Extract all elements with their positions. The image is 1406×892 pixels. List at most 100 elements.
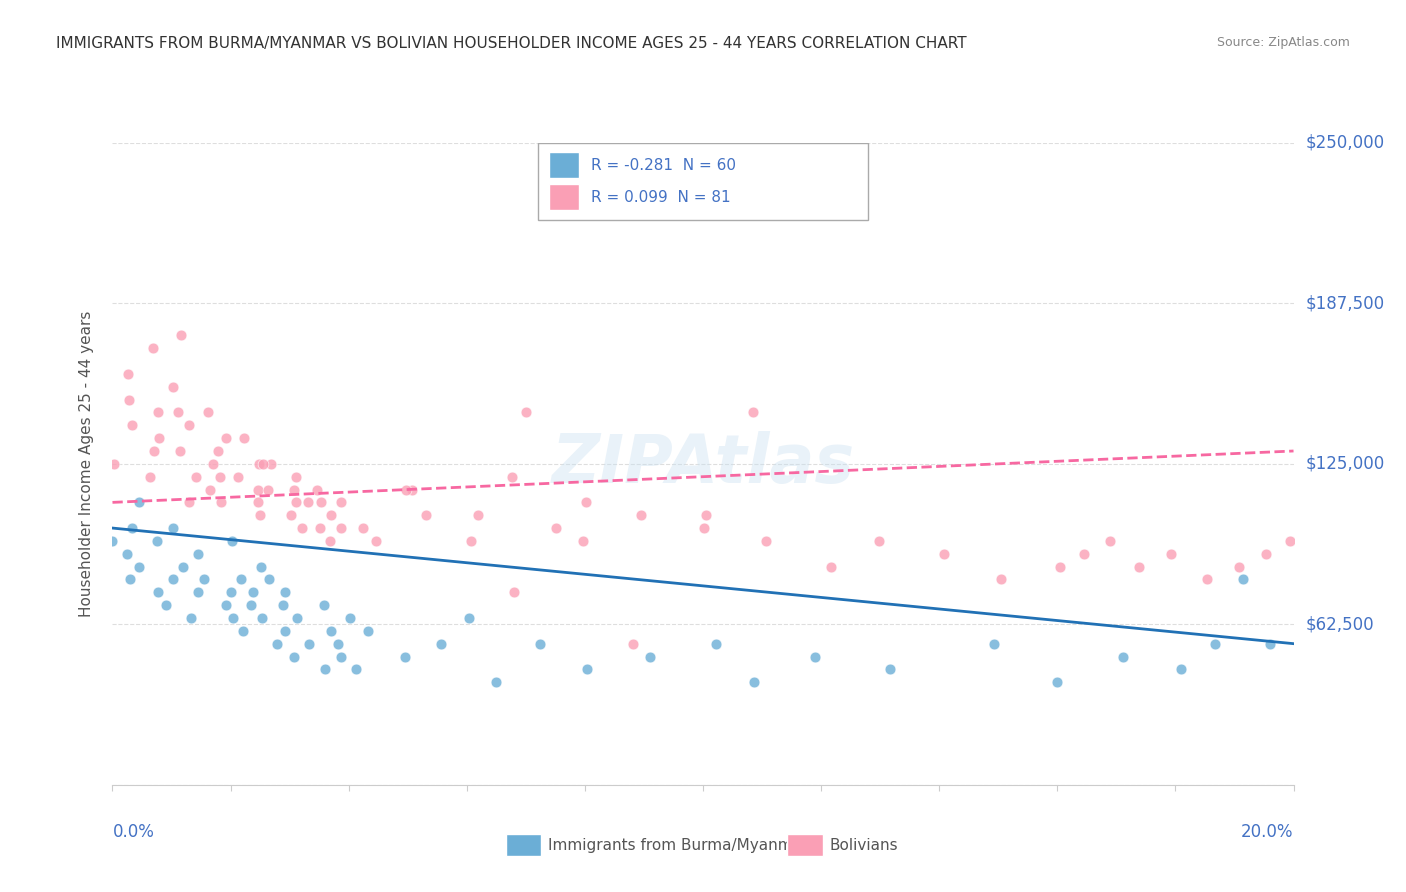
Immigrants from Burma/Myanmar — [457, 611, 479, 625]
Immigrants from Burma/Myanmar — [339, 611, 361, 625]
Immigrants from Burma/Myanmar — [101, 533, 124, 548]
Bar — [550, 185, 579, 211]
Immigrants from Burma/Myanmar — [485, 675, 508, 690]
Bolivians — [285, 495, 308, 509]
Bolivians — [200, 483, 222, 497]
Text: $62,500: $62,500 — [1305, 615, 1374, 633]
Bolivians — [177, 495, 200, 509]
Bolivians — [575, 495, 598, 509]
Bolivians — [280, 508, 302, 523]
Immigrants from Burma/Myanmar — [283, 649, 305, 664]
Bolivians — [1396, 533, 1406, 548]
Immigrants from Burma/Myanmar — [128, 559, 150, 574]
Immigrants from Burma/Myanmar — [274, 585, 297, 599]
Bolivians — [143, 444, 166, 458]
Immigrants from Burma/Myanmar — [429, 637, 451, 651]
Bolivians — [260, 457, 283, 471]
Bolivians — [139, 469, 162, 483]
Bolivians — [1128, 559, 1150, 574]
Bolivians — [1099, 533, 1122, 548]
Immigrants from Burma/Myanmar — [187, 585, 209, 599]
Immigrants from Burma/Myanmar — [312, 598, 335, 612]
Bolivians — [249, 508, 271, 523]
Bolivians — [209, 495, 232, 509]
Bolivians — [307, 483, 329, 497]
Bolivians — [868, 533, 890, 548]
Bolivians — [502, 585, 524, 599]
Immigrants from Burma/Myanmar — [329, 649, 352, 664]
Immigrants from Burma/Myanmar — [271, 598, 294, 612]
Immigrants from Burma/Myanmar — [240, 598, 263, 612]
Bolivians — [501, 469, 523, 483]
Immigrants from Burma/Myanmar — [232, 624, 254, 638]
Text: Bolivians: Bolivians — [830, 838, 898, 853]
Bolivians — [309, 521, 332, 535]
Bolivians — [755, 533, 778, 548]
Bar — [537, 143, 869, 219]
Text: R = -0.281  N = 60: R = -0.281 N = 60 — [591, 158, 735, 173]
Bolivians — [395, 483, 418, 497]
Bolivians — [820, 559, 842, 574]
Text: Immigrants from Burma/Myanmar: Immigrants from Burma/Myanmar — [548, 838, 808, 853]
Immigrants from Burma/Myanmar — [266, 637, 288, 651]
Immigrants from Burma/Myanmar — [120, 573, 142, 587]
Immigrants from Burma/Myanmar — [250, 559, 273, 574]
Immigrants from Burma/Myanmar — [187, 547, 209, 561]
Bolivians — [321, 508, 343, 523]
Immigrants from Burma/Myanmar — [879, 662, 901, 676]
Bolivians — [297, 495, 319, 509]
Bolivians — [460, 533, 482, 548]
Bolivians — [169, 444, 191, 458]
Bolivians — [401, 483, 423, 497]
Immigrants from Burma/Myanmar — [221, 533, 243, 548]
Immigrants from Burma/Myanmar — [146, 585, 169, 599]
Bolivians — [1227, 559, 1250, 574]
Immigrants from Burma/Myanmar — [326, 637, 349, 651]
Bolivians — [352, 521, 374, 535]
Bolivians — [572, 533, 595, 548]
Bolivians — [695, 508, 717, 523]
Immigrants from Burma/Myanmar — [193, 573, 215, 587]
Bolivians — [990, 573, 1012, 587]
Immigrants from Burma/Myanmar — [285, 611, 308, 625]
Text: 0.0%: 0.0% — [112, 823, 155, 841]
Immigrants from Burma/Myanmar — [314, 662, 336, 676]
Immigrants from Burma/Myanmar — [1170, 662, 1192, 676]
Text: $187,500: $187,500 — [1305, 294, 1385, 312]
Immigrants from Burma/Myanmar — [219, 585, 242, 599]
Immigrants from Burma/Myanmar — [252, 611, 274, 625]
Bolivians — [118, 392, 141, 407]
Immigrants from Burma/Myanmar — [273, 624, 295, 638]
Immigrants from Burma/Myanmar — [529, 637, 551, 651]
Bolivians — [177, 418, 200, 433]
Text: 20.0%: 20.0% — [1241, 823, 1294, 841]
Immigrants from Burma/Myanmar — [162, 573, 184, 587]
Immigrants from Burma/Myanmar — [180, 611, 202, 625]
Immigrants from Burma/Myanmar — [1204, 637, 1226, 651]
Bolivians — [167, 405, 190, 419]
Immigrants from Burma/Myanmar — [576, 662, 599, 676]
Immigrants from Burma/Myanmar — [128, 495, 150, 509]
Bolivians — [693, 521, 716, 535]
Text: R = 0.099  N = 81: R = 0.099 N = 81 — [591, 190, 731, 205]
Bolivians — [208, 469, 231, 483]
Bolivians — [415, 508, 437, 523]
Immigrants from Burma/Myanmar — [394, 649, 416, 664]
Bolivians — [247, 495, 270, 509]
Bolivians — [1323, 559, 1346, 574]
Bolivians — [329, 495, 352, 509]
Immigrants from Burma/Myanmar — [704, 637, 727, 651]
Bolivians — [232, 431, 254, 445]
Bolivians — [121, 418, 143, 433]
Bolivians — [741, 405, 763, 419]
Text: $250,000: $250,000 — [1305, 134, 1385, 152]
Immigrants from Burma/Myanmar — [172, 559, 194, 574]
Immigrants from Burma/Myanmar — [162, 521, 184, 535]
Bolivians — [184, 469, 207, 483]
Bar — [550, 153, 579, 178]
Immigrants from Burma/Myanmar — [804, 649, 827, 664]
Bolivians — [1369, 547, 1392, 561]
Bolivians — [329, 521, 352, 535]
Bolivians — [1195, 573, 1218, 587]
Immigrants from Burma/Myanmar — [259, 573, 281, 587]
